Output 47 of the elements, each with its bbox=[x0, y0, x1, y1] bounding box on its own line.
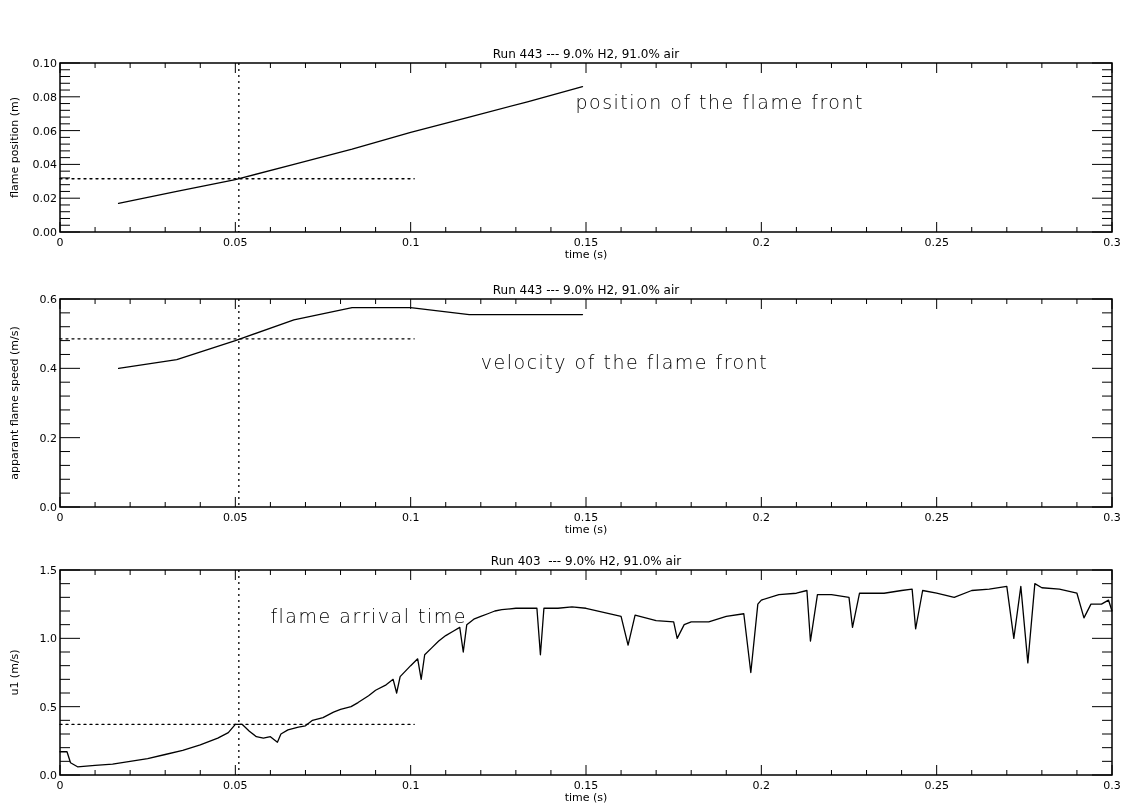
y-tick-label: 0.0 bbox=[39, 769, 57, 782]
x-tick-label: 0.2 bbox=[752, 236, 771, 249]
x-tick-label: 0.25 bbox=[924, 236, 949, 249]
x-tick-label: 0.1 bbox=[401, 511, 420, 524]
y-tick-label: 1.0 bbox=[39, 632, 57, 646]
y-axis-title: flame position (m) bbox=[8, 96, 21, 199]
chart-title: Run 403 --- 9.0% H2, 91.0% air bbox=[490, 554, 682, 568]
y-axis-title: u1 (m/s) bbox=[8, 649, 21, 696]
x-axis-title: time (s) bbox=[564, 791, 608, 804]
x-tick-label: 0.05 bbox=[223, 511, 248, 524]
x-tick-label: 0.3 bbox=[1103, 511, 1121, 524]
x-axis-title: time (s) bbox=[564, 248, 608, 261]
annotation: velocity of the flame front bbox=[480, 351, 769, 374]
x-tick-label: 0.1 bbox=[401, 236, 420, 249]
x-tick-label: 0.25 bbox=[924, 779, 949, 792]
y-tick-label: 0.06 bbox=[32, 124, 57, 138]
y-tick-label: 0.02 bbox=[32, 192, 57, 206]
y-tick-label: 1.5 bbox=[39, 564, 57, 577]
x-tick-label: 0.2 bbox=[752, 779, 771, 792]
x-tick-label: 0.15 bbox=[573, 511, 599, 524]
x-tick-label: 0.05 bbox=[223, 236, 248, 249]
chart-title: Run 443 --- 9.0% H2, 91.0% air bbox=[492, 283, 680, 297]
y-tick-label: 0.08 bbox=[32, 90, 57, 104]
y-tick-label: 0.04 bbox=[32, 158, 57, 172]
y-tick-label: 0.10 bbox=[32, 57, 57, 70]
y-tick-label: 0.00 bbox=[32, 226, 57, 239]
annotation: flame arrival time bbox=[270, 605, 467, 627]
x-tick-label: 0.1 bbox=[401, 779, 420, 792]
x-tick-label: 0 bbox=[56, 511, 64, 524]
annotation: position of the flame front bbox=[575, 90, 864, 113]
x-tick-label: 0.25 bbox=[924, 511, 949, 524]
x-tick-label: 0.2 bbox=[752, 511, 771, 524]
y-tick-label: 0.4 bbox=[39, 362, 57, 376]
y-tick-label: 0.6 bbox=[39, 293, 57, 306]
x-tick-label: 0 bbox=[56, 779, 64, 792]
x-tick-label: 0 bbox=[56, 236, 64, 249]
y-tick-label: 0.2 bbox=[39, 431, 57, 445]
x-tick-label: 0.05 bbox=[223, 779, 248, 792]
y-tick-label: 0.5 bbox=[39, 700, 57, 714]
y-axis-title: apparant flame speed (m/s) bbox=[8, 326, 21, 480]
x-tick-label: 0.3 bbox=[1103, 236, 1121, 249]
chart-title: Run 443 --- 9.0% H2, 91.0% air bbox=[492, 47, 680, 61]
x-tick-label: 0.15 bbox=[573, 779, 599, 792]
x-axis-title: time (s) bbox=[564, 523, 608, 536]
y-tick-label: 0.0 bbox=[39, 501, 57, 514]
x-tick-label: 0.3 bbox=[1103, 779, 1121, 792]
x-tick-label: 0.15 bbox=[573, 236, 599, 249]
